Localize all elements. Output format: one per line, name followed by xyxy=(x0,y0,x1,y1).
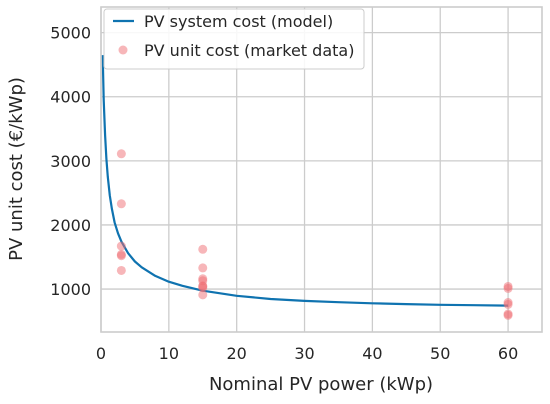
legend-label-model: PV system cost (model) xyxy=(144,12,333,31)
x-tick-label: 20 xyxy=(227,344,247,363)
x-tick-label: 0 xyxy=(96,344,106,363)
legend-label-market: PV unit cost (market data) xyxy=(144,41,354,60)
market-data-point xyxy=(116,265,126,275)
y-axis-label: PV unit cost (€/kWp) xyxy=(6,77,27,261)
x-tick-label: 60 xyxy=(498,344,518,363)
y-tick-label: 3000 xyxy=(50,152,91,171)
x-tick-label: 50 xyxy=(430,344,450,363)
market-data-point xyxy=(198,276,208,286)
market-data-point xyxy=(116,251,126,261)
market-data-point xyxy=(503,299,513,309)
y-tick-label: 4000 xyxy=(50,88,91,107)
market-data-point xyxy=(116,149,126,159)
model-line-layer xyxy=(101,55,509,307)
market-data-point xyxy=(503,283,513,293)
y-tick-labels: 1000 2000 3000 4000 5000 xyxy=(50,24,91,299)
market-data-point xyxy=(198,290,208,300)
market-data-point xyxy=(198,244,208,254)
x-tick-label: 10 xyxy=(159,344,179,363)
y-tick-label: 5000 xyxy=(50,24,91,43)
x-tick-label: 30 xyxy=(294,344,314,363)
market-data-point xyxy=(116,199,126,209)
market-data-point xyxy=(198,283,208,293)
legend-point-marker xyxy=(118,45,128,55)
plot-frame xyxy=(100,6,543,333)
market-data-point xyxy=(116,241,126,251)
legend: PV system cost (model) PV unit cost (mar… xyxy=(103,8,365,70)
y-tick-label: 1000 xyxy=(50,280,91,299)
market-points-layer xyxy=(116,149,513,320)
market-data-point xyxy=(503,310,513,320)
model-cost-line xyxy=(101,55,509,307)
x-axis-label: Nominal PV power (kWp) xyxy=(209,374,433,395)
x-tick-labels: 0 10 20 30 40 50 60 xyxy=(96,344,518,363)
legend-box xyxy=(103,8,365,70)
x-tick-label: 40 xyxy=(362,344,382,363)
y-tick-label: 2000 xyxy=(50,216,91,235)
market-data-point xyxy=(198,263,208,273)
